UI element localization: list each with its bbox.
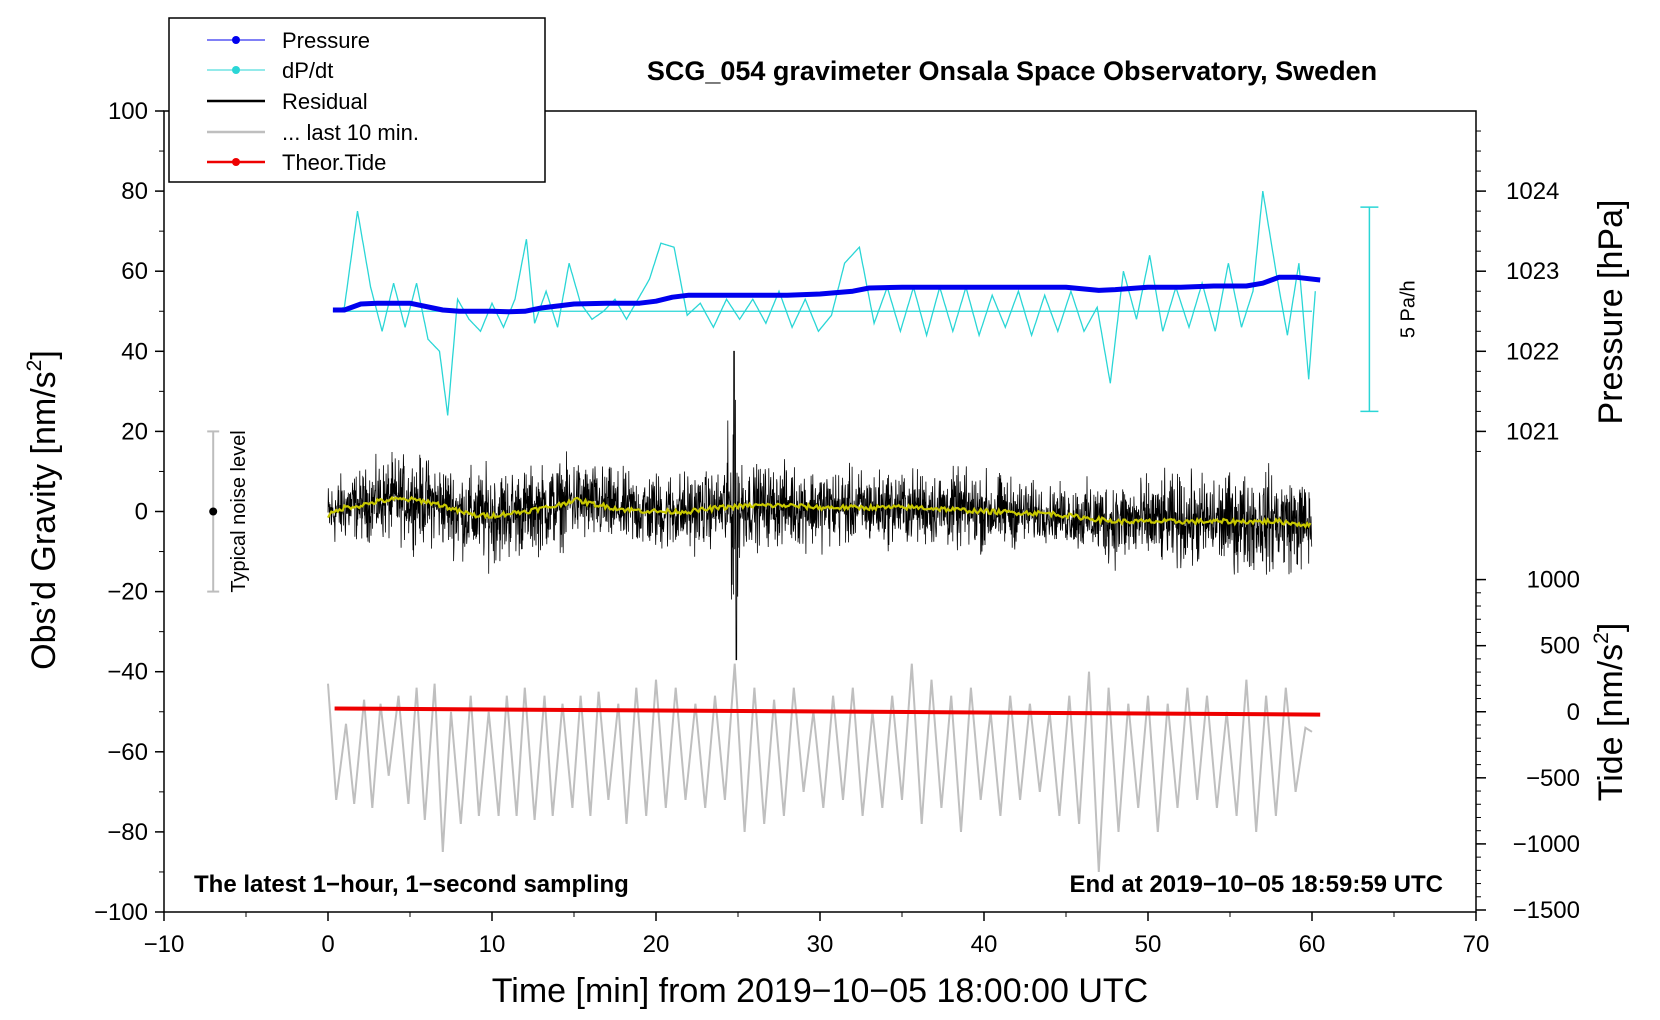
rate-scale-indicator xyxy=(1360,206,1379,413)
chart-title: SCG_054 gravimeter Onsala Space Observat… xyxy=(647,56,1377,86)
y-tick-label: −40 xyxy=(107,659,148,686)
legend-label-pressure: Pressure xyxy=(282,28,370,53)
y-tick-label: 80 xyxy=(121,178,148,205)
tide-tick-label: 0 xyxy=(1567,699,1580,726)
pressure-tick-label: 1022 xyxy=(1506,338,1559,365)
tide-label-sup: 2 xyxy=(1590,632,1613,644)
x-tick-label: 40 xyxy=(971,931,998,958)
tide-tick-label: −500 xyxy=(1526,765,1580,792)
noise-level-indicator xyxy=(207,430,220,593)
note-sampling: The latest 1−hour, 1−second sampling xyxy=(194,871,629,898)
noise-level-label: Typical noise level xyxy=(228,430,250,592)
y-tick-label: −60 xyxy=(107,739,148,766)
series-residual xyxy=(327,350,1313,661)
tide-label-main: Tide [nm/s xyxy=(1592,644,1630,801)
series-theor-tide xyxy=(334,706,1321,717)
x-tick-label: 30 xyxy=(807,931,834,958)
pressure-tick-label: 1023 xyxy=(1506,258,1559,285)
legend-label-last-10-min: ... last 10 min. xyxy=(282,120,419,145)
legend-label-theor-tide: Theor.Tide xyxy=(282,150,386,175)
tide-tick-label: −1000 xyxy=(1513,831,1580,858)
x-tick-label: 20 xyxy=(643,931,670,958)
y-tick-label: 100 xyxy=(108,98,148,125)
series-residual-smoothed xyxy=(327,495,1312,529)
legend-marker xyxy=(232,158,240,166)
y-tick-label: 20 xyxy=(121,418,148,445)
noise-bar-dot xyxy=(209,507,218,516)
pressure-tick-label: 1024 xyxy=(1506,178,1559,205)
y-tick-label: 60 xyxy=(121,258,148,285)
x-tick-label: 10 xyxy=(479,931,506,958)
legend-marks xyxy=(207,36,265,166)
x-tick-label: −10 xyxy=(144,931,185,958)
y-label-left-main: Obs’d Gravity [nm/s xyxy=(25,371,63,670)
pressure-axis-label: Pressure [hPa] xyxy=(1592,200,1630,425)
axes-layer: −10 0 10 20 30 40 50 60 70−100−80−60−40−20020406… xyxy=(94,98,1580,958)
series-pressure xyxy=(332,274,1321,315)
rate-scale-label: 5 Pa/h xyxy=(1397,280,1419,338)
y-axis-label-left: Obs’d Gravity [nm/s2] xyxy=(23,350,63,670)
legend: Pressure dP/dt Residual ... last 10 min.… xyxy=(168,17,546,183)
tide-axis-label: Tide [nm/s2] xyxy=(1590,623,1630,802)
y-tick-label: 0 xyxy=(135,499,148,526)
tide-tick-label: 500 xyxy=(1540,633,1580,660)
pressure-tick-label: 1021 xyxy=(1506,418,1559,445)
y-tick-label: −20 xyxy=(107,579,148,606)
tide-tick-label: 1000 xyxy=(1527,567,1580,594)
y-tick-label: −100 xyxy=(94,899,148,926)
y-label-left-sup: 2 xyxy=(23,360,46,372)
y-label-left-end: ] xyxy=(25,350,63,359)
x-tick-label: 60 xyxy=(1299,931,1326,958)
note-end-time: End at 2019−10−05 18:59:59 UTC xyxy=(1069,871,1443,898)
x-tick-label: 50 xyxy=(1135,931,1162,958)
legend-label-dpdt: dP/dt xyxy=(282,58,333,83)
legend-marker xyxy=(232,66,240,74)
x-tick-label: 0 xyxy=(321,931,334,958)
x-axis-label: Time [min] from 2019−10−05 18:00:00 UTC xyxy=(492,972,1148,1010)
legend-label-residual: Residual xyxy=(282,89,368,114)
x-tick-label: 70 xyxy=(1463,931,1490,958)
tide-tick-label: −1500 xyxy=(1513,897,1580,924)
y-tick-label: 40 xyxy=(121,338,148,365)
tide-label-end: ] xyxy=(1592,623,1630,632)
legend-marker xyxy=(232,36,240,44)
series-layer xyxy=(327,190,1321,873)
y-tick-label: −80 xyxy=(107,819,148,846)
